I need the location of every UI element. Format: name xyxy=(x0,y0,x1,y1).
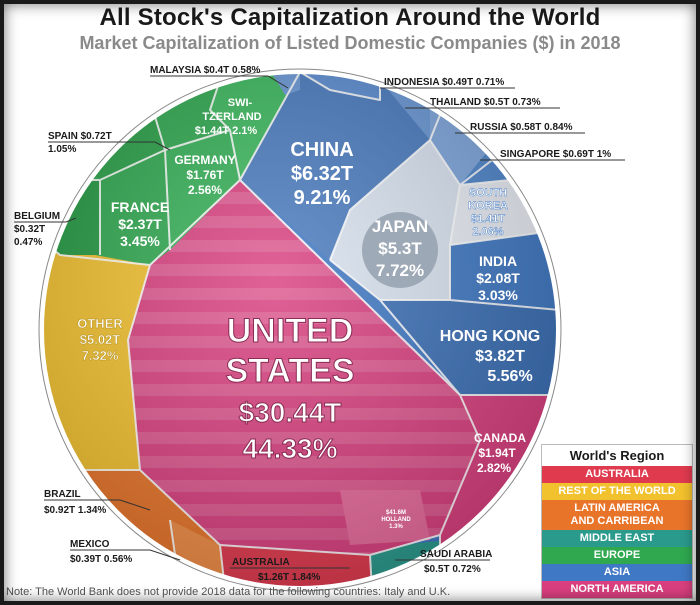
callout-brazil-line2: $0.92T 1.34% xyxy=(44,505,106,516)
legend: World's Region AUSTRALIA REST OF THE WORL… xyxy=(541,444,693,599)
callout-australia-line1: AUSTRALIA xyxy=(232,557,290,568)
label-other-value: $5.02T xyxy=(80,332,121,347)
label-japan-share: 7.72% xyxy=(376,261,424,280)
chart-title: All Stock's Capitalization Around the Wo… xyxy=(99,4,601,31)
label-canada-value: $1.94T xyxy=(478,446,516,460)
japan-disc xyxy=(362,212,438,288)
label-india-value: $2.08T xyxy=(476,270,520,286)
label-germany-share: 2.56% xyxy=(188,183,222,197)
label-hk-name: HONG KONG xyxy=(440,328,540,345)
chart-subtitle: Market Capitalization of Listed Domestic… xyxy=(79,33,621,53)
label-us-share: 44.33% xyxy=(243,433,338,464)
legend-item: AUSTRALIA xyxy=(542,466,692,483)
legend-items: AUSTRALIA REST OF THE WORLD LATIN AMERICA … xyxy=(542,466,692,598)
label-hk-share: 5.56% xyxy=(487,368,532,385)
callout-belgium-line3: 0.47% xyxy=(14,237,42,248)
label-korea-share: 2.06% xyxy=(472,226,503,238)
legend-item: LATIN AMERICA AND CARRIBEAN xyxy=(542,500,692,530)
callout-indonesia: INDONESIA $0.49T 0.71% xyxy=(384,77,504,88)
label-swiss-line2: TZERLAND xyxy=(202,111,261,123)
label-india-name: INDIA xyxy=(479,253,517,269)
label-china-share: 9.21% xyxy=(294,187,351,209)
label-china-name: CHINA xyxy=(290,139,353,161)
callout-russia: RUSSIA $0.58T 0.84% xyxy=(470,122,573,133)
label-france-value: $2.37T xyxy=(118,216,162,232)
label-other-name: OTHER xyxy=(77,316,123,331)
label-swiss-value: $1.44T 2.1% xyxy=(195,125,258,137)
label-china-value: $6.32T xyxy=(291,163,353,185)
callout-australia-line2: $1.26T 1.84% xyxy=(258,572,320,583)
label-korea-value: $1.41T xyxy=(471,213,506,225)
callout-malaysia: MALAYSIA $0.4T 0.58% xyxy=(150,65,261,76)
chart-outline xyxy=(40,70,560,590)
label-france-name: FRANCE xyxy=(111,199,169,215)
callout-brazil-line1: BRAZIL xyxy=(44,489,81,500)
label-us-line2: STATES xyxy=(225,352,354,390)
label-france-share: 3.45% xyxy=(120,233,160,249)
label-holland-share: 1.3% xyxy=(389,524,403,530)
label-japan-name: JAPAN xyxy=(372,217,428,236)
label-korea-line1: SOUTH xyxy=(469,187,508,199)
label-india-share: 3.03% xyxy=(478,287,518,303)
legend-item: REST OF THE WORLD xyxy=(542,483,692,500)
label-us-line1: UNITED xyxy=(227,312,354,350)
callout-saudi-line2: $0.5T 0.72% xyxy=(424,564,481,575)
callout-spain-line2: 1.05% xyxy=(48,144,76,155)
label-swiss-line1: SWI- xyxy=(228,97,253,109)
label-us-value: $30.44T xyxy=(239,397,342,428)
label-hk-value: $3.82T xyxy=(475,348,525,365)
callout-spain-line1: SPAIN $0.72T xyxy=(48,131,112,142)
label-other-share: 7.32% xyxy=(82,348,119,363)
callout-mexico-line2: $0.39T 0.56% xyxy=(70,554,132,565)
legend-title: World's Region xyxy=(569,448,665,463)
label-holland-name: HOLLAND xyxy=(381,517,411,523)
label-germany-name: GERMANY xyxy=(174,153,235,167)
callout-belgium-line1: BELGIUM xyxy=(14,211,60,222)
label-canada-share: 2.82% xyxy=(477,461,511,475)
callout-mexico-line1: MEXICO xyxy=(70,539,110,550)
label-canada-name: CANADA xyxy=(474,431,526,445)
footnote: Note: The World Bank does not provide 20… xyxy=(6,586,451,598)
legend-item: MIDDLE EAST xyxy=(542,530,692,547)
legend-item: ASIA xyxy=(542,564,692,581)
legend-item: EUROPE xyxy=(542,547,692,564)
callout-singapore: SINGAPORE $0.69T 1% xyxy=(500,149,611,160)
callout-thailand: THAILAND $0.5T 0.73% xyxy=(430,97,541,108)
callout-belgium-line2: $0.32T xyxy=(14,224,45,235)
callout-saudi-line1: SAUDI ARABIA xyxy=(420,549,492,560)
label-holland-value: $41.6M xyxy=(386,510,406,516)
label-germany-value: $1.76T xyxy=(186,168,224,182)
legend-item: NORTH AMERICA xyxy=(542,581,692,598)
label-korea-line2: KOREA xyxy=(468,200,508,212)
label-japan-value: $5.3T xyxy=(378,239,422,258)
